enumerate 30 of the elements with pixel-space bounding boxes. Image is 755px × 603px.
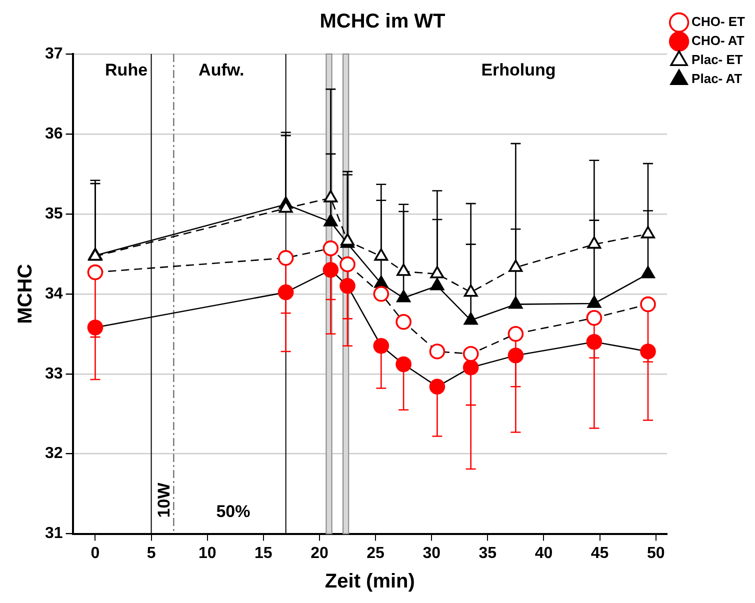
x-tick-label: 45 bbox=[590, 544, 609, 562]
annotation: Aufw. bbox=[198, 60, 244, 80]
x-tick-label: 20 bbox=[310, 544, 328, 562]
annotation: 50% bbox=[216, 502, 250, 521]
annotation: Ruhe bbox=[105, 60, 148, 80]
y-tick-label: 36 bbox=[45, 125, 63, 142]
y-tick-label: 33 bbox=[45, 365, 63, 382]
y-tick-label: 34 bbox=[45, 285, 63, 302]
y-tick-label: 37 bbox=[45, 45, 63, 62]
chart-title: MCHC im WT bbox=[320, 10, 446, 33]
x-tick-label: 50 bbox=[646, 544, 665, 562]
y-axis-title: MCHC bbox=[14, 264, 37, 324]
legend-label: Plac- ET bbox=[692, 52, 743, 68]
legend-label: CHO- AT bbox=[692, 33, 744, 48]
legend-label: CHO- ET bbox=[692, 14, 746, 30]
legend-label: Plac- AT bbox=[692, 71, 742, 86]
y-tick-label: 32 bbox=[45, 445, 63, 462]
x-tick-label: 10 bbox=[198, 544, 216, 562]
y-tick-label: 31 bbox=[45, 525, 63, 542]
annotation: 10W bbox=[154, 482, 174, 518]
y-tick-label: 35 bbox=[45, 205, 63, 222]
annotation: Erholung bbox=[481, 60, 556, 80]
x-tick-label: 40 bbox=[534, 544, 553, 562]
x-tick-label: 5 bbox=[146, 544, 156, 562]
x-tick-label: 0 bbox=[90, 544, 100, 562]
x-tick-label: 15 bbox=[254, 544, 272, 562]
x-tick-label: 25 bbox=[366, 544, 385, 562]
x-tick-label: 35 bbox=[478, 544, 497, 562]
x-axis-title: Zeit (min) bbox=[324, 570, 415, 593]
x-tick-label: 30 bbox=[422, 544, 441, 562]
